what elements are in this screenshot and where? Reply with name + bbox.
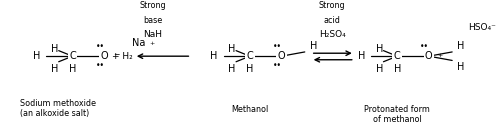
Text: H: H xyxy=(376,64,383,74)
Text: C: C xyxy=(394,51,400,61)
Text: Methanol: Methanol xyxy=(231,105,268,114)
Text: Protonated form
of methanol: Protonated form of methanol xyxy=(364,105,430,124)
Text: Strong: Strong xyxy=(139,1,166,10)
Text: H: H xyxy=(310,41,317,51)
Text: Sodium methoxide
(an alkoxide salt): Sodium methoxide (an alkoxide salt) xyxy=(20,99,96,118)
Text: H: H xyxy=(228,44,236,54)
Text: +: + xyxy=(149,41,154,46)
Text: H: H xyxy=(358,51,365,61)
Text: C: C xyxy=(69,51,76,61)
Text: O: O xyxy=(425,51,432,61)
Text: +: + xyxy=(438,53,443,58)
Text: Na: Na xyxy=(132,38,145,48)
Text: ••: •• xyxy=(96,42,104,51)
Text: H: H xyxy=(457,62,464,72)
Text: base: base xyxy=(143,16,162,25)
Text: H₂SO₄: H₂SO₄ xyxy=(319,30,345,39)
Text: ••: •• xyxy=(273,42,282,51)
Text: ••: •• xyxy=(96,61,104,70)
Text: HSO₄⁻: HSO₄⁻ xyxy=(468,23,496,32)
Text: H: H xyxy=(51,44,59,54)
Text: acid: acid xyxy=(324,16,340,25)
Text: H: H xyxy=(228,64,236,74)
Text: −: − xyxy=(113,51,119,60)
Text: H: H xyxy=(457,41,464,51)
Text: O: O xyxy=(100,51,108,61)
Text: ••: •• xyxy=(273,61,282,70)
Text: H: H xyxy=(33,51,40,61)
Text: Strong: Strong xyxy=(319,1,345,10)
Text: H: H xyxy=(69,64,76,74)
Text: H: H xyxy=(210,51,218,61)
Text: H: H xyxy=(51,64,59,74)
Text: O: O xyxy=(278,51,285,61)
Text: NaH: NaH xyxy=(143,30,162,39)
Text: H: H xyxy=(394,64,401,74)
Text: ••: •• xyxy=(420,42,430,51)
Text: H: H xyxy=(246,64,254,74)
Text: + H₂: + H₂ xyxy=(112,52,133,61)
Text: H: H xyxy=(376,44,383,54)
Text: C: C xyxy=(246,51,253,61)
